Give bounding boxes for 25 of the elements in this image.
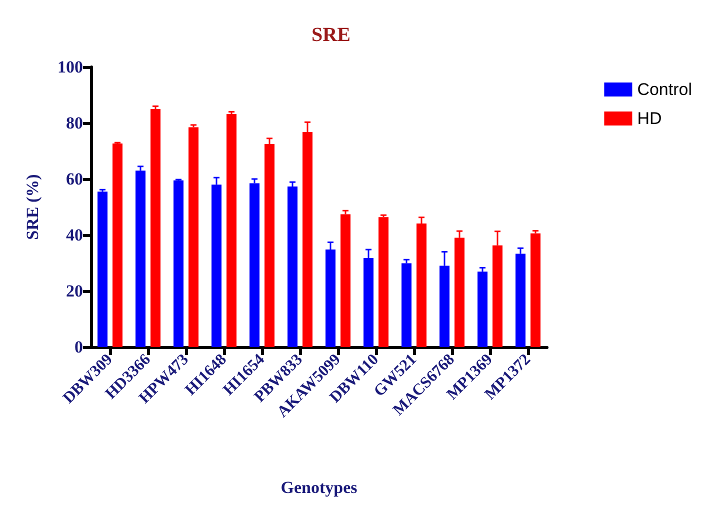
bar [478,272,488,347]
bar [174,180,184,347]
x-axis-title: Genotypes [280,478,358,497]
bar [378,217,388,347]
y-tick-label: 40 [66,226,83,244]
bar [250,183,260,347]
y-tick-label: 20 [66,282,83,300]
y-tick-label: 60 [66,170,83,188]
y-tick-label: 100 [58,58,83,76]
chart-title: SRE [312,24,350,46]
y-axis-title: SRE (%) [23,174,42,240]
bar [226,114,236,347]
bar [530,233,540,347]
y-tick-label: 80 [66,114,83,132]
legend-label: Control [637,80,692,99]
bar [112,143,122,347]
bar [288,186,298,347]
bar [188,127,198,347]
bar [150,109,160,347]
bar [98,192,108,347]
bar [402,263,412,347]
legend-label: HD [637,109,662,128]
bar [340,214,350,347]
bar [136,170,146,347]
y-tick-label: 0 [74,338,83,356]
